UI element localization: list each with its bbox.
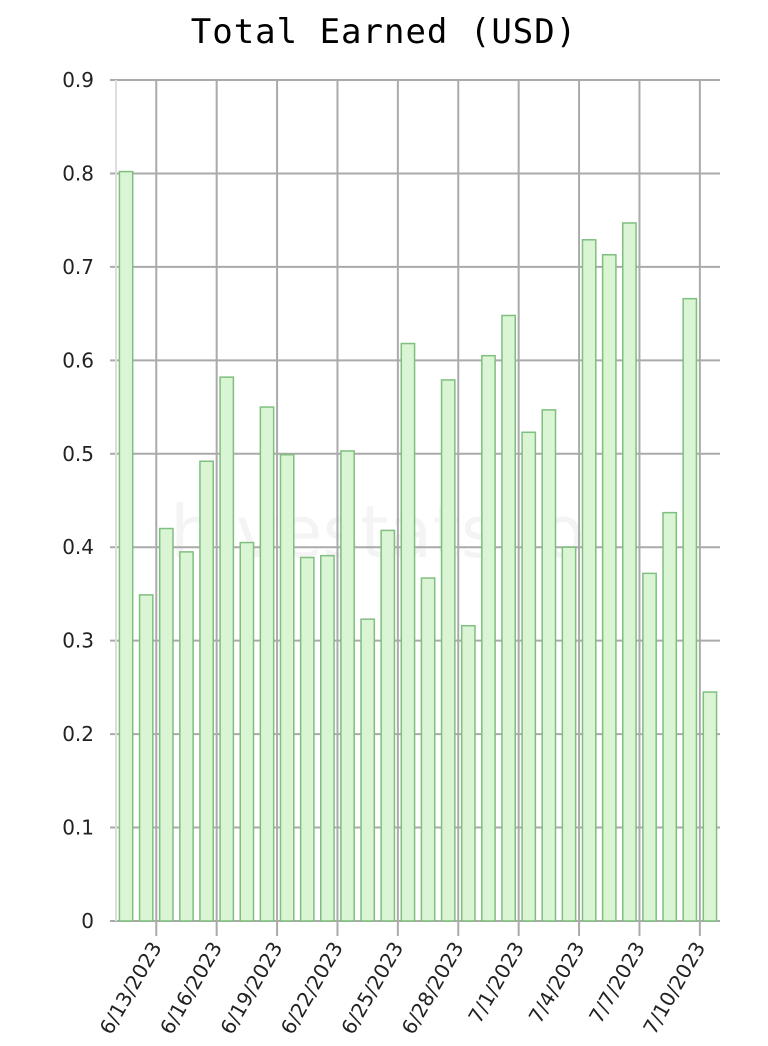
bar-7/6/2023 bbox=[581, 239, 597, 922]
bar-7/2/2023 bbox=[501, 314, 516, 922]
bar-6/15/2023 bbox=[158, 527, 174, 922]
y-tick-label: 0.2 bbox=[62, 722, 94, 746]
bar-7/12/2023 bbox=[702, 691, 718, 922]
x-tick-label: 7/4/2023 bbox=[524, 938, 590, 1028]
bar-6/30/2023 bbox=[460, 624, 476, 922]
y-tick-label: 0.3 bbox=[62, 629, 94, 653]
bar-6/13/2023 bbox=[118, 170, 134, 922]
bar-7/4/2023 bbox=[541, 409, 557, 922]
bar-6/18/2023 bbox=[219, 376, 235, 922]
bar-6/27/2023 bbox=[400, 342, 416, 922]
bar-7/1/2023 bbox=[481, 354, 496, 922]
bar-6/22/2023 bbox=[299, 556, 315, 922]
bar-7/8/2023 bbox=[622, 222, 637, 922]
bar-6/21/2023 bbox=[279, 453, 295, 922]
x-tick-label: 7/7/2023 bbox=[584, 938, 650, 1028]
bars bbox=[118, 170, 718, 922]
bar-7/5/2023 bbox=[561, 546, 577, 922]
bar-7/3/2023 bbox=[521, 431, 537, 922]
x-tick-label: 7/1/2023 bbox=[463, 938, 529, 1028]
y-tick-label: 0.7 bbox=[62, 255, 94, 279]
bar-6/23/2023 bbox=[320, 554, 335, 922]
bar-7/10/2023 bbox=[662, 511, 678, 922]
bar-6/24/2023 bbox=[340, 450, 355, 922]
bar-6/29/2023 bbox=[440, 379, 456, 922]
x-tick-label: 7/10/2023 bbox=[638, 938, 710, 1039]
bar-6/25/2023 bbox=[360, 618, 376, 922]
y-tick-label: 0.5 bbox=[62, 442, 94, 466]
y-tick-label: 0 bbox=[81, 909, 94, 933]
bar-6/26/2023 bbox=[380, 529, 396, 922]
bar-7/11/2023 bbox=[682, 297, 698, 922]
bar-6/28/2023 bbox=[420, 577, 436, 922]
bar-6/17/2023 bbox=[199, 460, 214, 922]
bar-7/9/2023 bbox=[642, 572, 657, 922]
x-tick-label: 6/28/2023 bbox=[397, 938, 469, 1039]
y-tick-label: 0.6 bbox=[62, 348, 94, 372]
y-tick-label: 0.9 bbox=[62, 68, 94, 92]
y-tick-label: 0.8 bbox=[62, 161, 94, 185]
chart-title: Total Earned (USD) bbox=[190, 12, 578, 52]
y-tick-label: 0.4 bbox=[62, 535, 94, 559]
bar-6/16/2023 bbox=[179, 551, 194, 922]
y-axis-ticks: 0 0.1 0.2 0.3 0.4 0.5 0.6 0.7 0.8 0.9 bbox=[62, 68, 94, 933]
bar-7/7/2023 bbox=[601, 253, 617, 922]
bar-6/19/2023 bbox=[239, 541, 255, 922]
y-tick-label: 0.1 bbox=[62, 816, 94, 840]
bar-6/14/2023 bbox=[138, 594, 154, 922]
x-axis-ticks: 6/13/20236/16/20236/19/20236/22/20236/25… bbox=[95, 938, 711, 1039]
bar-6/20/2023 bbox=[259, 406, 275, 922]
